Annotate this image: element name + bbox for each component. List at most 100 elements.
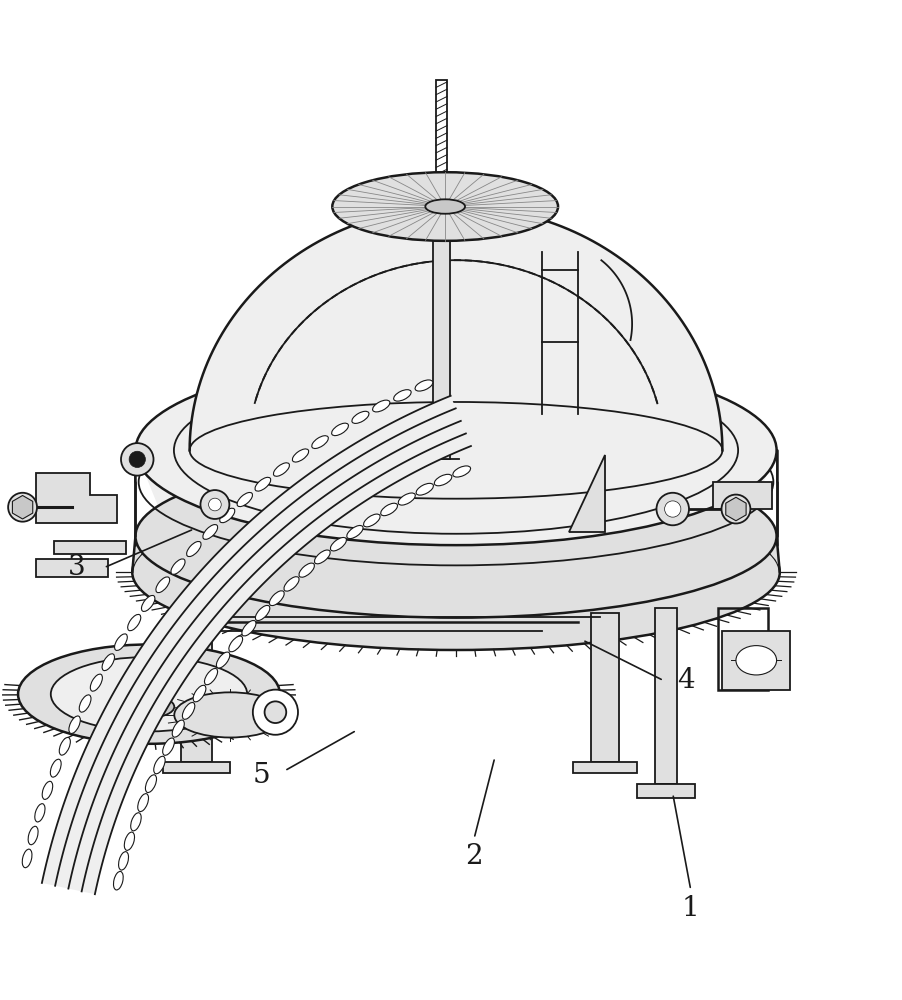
Ellipse shape (416, 483, 433, 495)
Polygon shape (180, 622, 212, 762)
Ellipse shape (42, 781, 52, 799)
Ellipse shape (346, 525, 363, 539)
Ellipse shape (90, 674, 102, 691)
Ellipse shape (299, 563, 314, 577)
Ellipse shape (219, 508, 235, 523)
Circle shape (8, 493, 37, 522)
Ellipse shape (452, 466, 470, 477)
Ellipse shape (332, 172, 557, 241)
Polygon shape (135, 356, 776, 545)
Polygon shape (189, 207, 722, 450)
Ellipse shape (228, 636, 243, 652)
Ellipse shape (264, 701, 286, 723)
Ellipse shape (135, 455, 776, 618)
Ellipse shape (69, 716, 80, 734)
Ellipse shape (253, 690, 298, 735)
Ellipse shape (292, 449, 308, 462)
Ellipse shape (364, 514, 380, 527)
Ellipse shape (273, 463, 290, 476)
Text: 5: 5 (253, 762, 271, 789)
Ellipse shape (102, 654, 115, 671)
Ellipse shape (434, 474, 451, 486)
Ellipse shape (216, 652, 230, 668)
Ellipse shape (114, 871, 123, 890)
Circle shape (129, 451, 145, 467)
Ellipse shape (331, 423, 348, 436)
Ellipse shape (79, 695, 91, 712)
Text: 2: 2 (465, 843, 483, 870)
Ellipse shape (131, 813, 141, 831)
Polygon shape (713, 482, 771, 509)
Ellipse shape (132, 494, 779, 650)
Polygon shape (591, 613, 618, 762)
Ellipse shape (283, 577, 299, 591)
Bar (433, 211, 449, 459)
Ellipse shape (35, 804, 45, 822)
Ellipse shape (170, 559, 185, 574)
Text: 1: 1 (681, 895, 699, 922)
Ellipse shape (18, 644, 280, 744)
Polygon shape (132, 455, 779, 572)
Ellipse shape (237, 492, 253, 507)
Ellipse shape (23, 849, 32, 868)
Polygon shape (54, 541, 126, 554)
Text: 4: 4 (676, 667, 695, 694)
Ellipse shape (203, 525, 217, 539)
Ellipse shape (60, 737, 70, 755)
Ellipse shape (138, 794, 148, 812)
Polygon shape (36, 473, 117, 523)
Ellipse shape (373, 400, 390, 412)
Polygon shape (725, 497, 745, 521)
Ellipse shape (142, 595, 155, 611)
Ellipse shape (51, 657, 247, 731)
Circle shape (200, 490, 229, 519)
Polygon shape (13, 495, 32, 519)
Polygon shape (636, 784, 695, 798)
Circle shape (664, 501, 680, 517)
Bar (722, 631, 789, 690)
Ellipse shape (182, 702, 195, 719)
Polygon shape (654, 608, 676, 784)
Ellipse shape (381, 503, 397, 516)
Ellipse shape (311, 436, 328, 449)
Ellipse shape (153, 756, 165, 774)
Ellipse shape (242, 620, 255, 636)
Ellipse shape (124, 832, 134, 850)
Ellipse shape (127, 614, 141, 631)
Polygon shape (568, 455, 604, 532)
Ellipse shape (330, 537, 346, 551)
Ellipse shape (135, 356, 776, 545)
Ellipse shape (314, 550, 330, 564)
Circle shape (208, 498, 221, 511)
Ellipse shape (193, 685, 206, 702)
Circle shape (721, 495, 750, 523)
Ellipse shape (735, 646, 776, 675)
Text: 3: 3 (68, 554, 86, 581)
Polygon shape (41, 396, 471, 894)
Ellipse shape (145, 775, 156, 793)
Ellipse shape (115, 634, 127, 650)
Ellipse shape (393, 390, 410, 401)
Bar (436, 80, 446, 211)
Ellipse shape (118, 852, 128, 870)
Ellipse shape (425, 199, 465, 214)
Ellipse shape (254, 477, 271, 491)
Ellipse shape (255, 605, 270, 621)
Polygon shape (162, 762, 230, 773)
Ellipse shape (156, 577, 170, 593)
Ellipse shape (172, 720, 184, 737)
Circle shape (121, 443, 153, 476)
Ellipse shape (269, 591, 284, 606)
Ellipse shape (51, 759, 61, 777)
Ellipse shape (124, 696, 174, 718)
Ellipse shape (174, 367, 737, 534)
Ellipse shape (28, 826, 38, 845)
Polygon shape (36, 559, 108, 577)
Ellipse shape (187, 541, 201, 557)
Polygon shape (573, 762, 636, 773)
Ellipse shape (204, 668, 217, 685)
Ellipse shape (415, 380, 432, 391)
Ellipse shape (398, 493, 415, 505)
Ellipse shape (352, 411, 369, 423)
Circle shape (656, 493, 688, 525)
